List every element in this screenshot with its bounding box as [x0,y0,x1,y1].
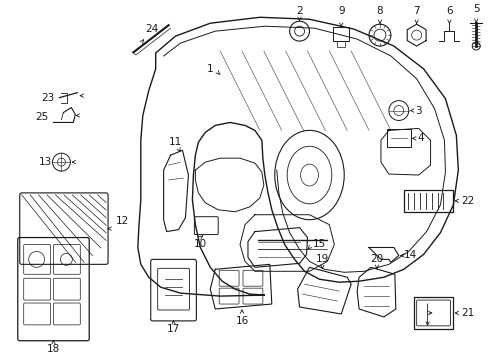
Text: 10: 10 [194,239,207,248]
Text: 9: 9 [338,6,344,16]
Text: 7: 7 [414,6,420,16]
Text: 12: 12 [115,216,128,226]
Text: 22: 22 [462,196,475,206]
Text: 23: 23 [41,93,54,103]
Text: 14: 14 [404,251,417,260]
Text: 20: 20 [370,255,384,264]
Text: 6: 6 [446,6,453,16]
Text: 2: 2 [296,6,303,16]
Text: 3: 3 [416,105,422,116]
Text: 25: 25 [35,112,48,122]
Text: 4: 4 [417,133,424,143]
Text: 13: 13 [39,157,52,167]
Text: 24: 24 [145,24,158,34]
Text: 15: 15 [313,239,326,249]
Text: 1: 1 [207,64,214,74]
Text: 18: 18 [47,344,60,354]
Text: 16: 16 [235,316,248,326]
Text: 21: 21 [462,308,475,318]
Text: 5: 5 [473,4,480,14]
Text: 17: 17 [167,324,180,334]
Text: 19: 19 [316,255,329,264]
Text: 11: 11 [169,137,182,147]
Text: 8: 8 [377,6,383,16]
